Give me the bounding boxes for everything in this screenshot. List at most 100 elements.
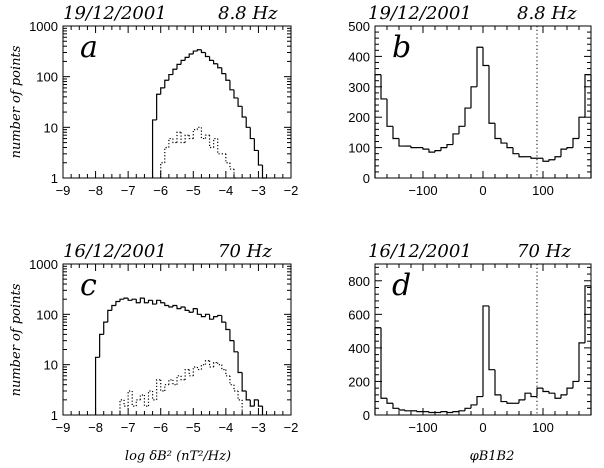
panel-d-bin: [578, 342, 585, 382]
panel-d-bin: [374, 327, 381, 415]
panel-a-xtick-label: −6: [153, 183, 168, 198]
panel-c-bin: [127, 298, 133, 301]
panel-d-bin: [524, 392, 531, 400]
panel-d-bin: [584, 285, 591, 343]
panel-c-xtick-label: −7: [121, 420, 136, 435]
panel-c-bin: [107, 309, 112, 323]
panel-c-xlabel: log δB² (nT²/Hz): [125, 449, 231, 464]
panel-d-bin: [470, 404, 477, 409]
panel-c-bin: [180, 306, 186, 309]
panel-c-xtick-label: −2: [284, 420, 299, 435]
panel-b-bin: [542, 158, 549, 162]
panel-c-dotted-bin: [143, 394, 149, 407]
panel-c-bin: [241, 372, 247, 392]
panel-a-bin: [221, 67, 226, 75]
panel-c-ytick-label: 1: [51, 408, 58, 423]
panel-c-bin: [217, 314, 222, 317]
panel-c-bin: [253, 399, 259, 407]
panel-d-bin: [458, 410, 465, 412]
panel-a-xtick-label: −7: [121, 183, 136, 198]
panel-c-dotted-bin: [127, 390, 133, 407]
panel-d-xtick-label: −100: [408, 420, 437, 435]
panel-a-dotted-bin: [213, 137, 218, 148]
panel-c-bin: [233, 340, 239, 353]
panel-c-dotted-bin: [196, 366, 202, 371]
panel-a-dotted-bin: [229, 162, 234, 170]
panel-b-bin: [434, 150, 441, 153]
panel-a-ytick-label: 10: [44, 120, 58, 135]
panel-a-bin: [184, 56, 190, 61]
panel-c-bin: [196, 308, 202, 315]
panel-a-bin: [208, 56, 214, 61]
panel-c-dotted-bin: [151, 390, 157, 401]
panel-b-bin: [398, 138, 405, 147]
panel-a-title-freq: 8.8 Hz: [218, 3, 278, 24]
panel-a-xtick-label: −5: [186, 183, 201, 198]
panel-b-bin: [506, 143, 513, 149]
panel-d-bin: [506, 401, 513, 404]
panel-c-bin: [257, 399, 263, 407]
panel-b-bin: [380, 74, 387, 100]
panel-d-ytick-label: 400: [348, 341, 370, 356]
panel-a-bin: [164, 79, 169, 88]
panel-c-dotted-bin: [188, 369, 194, 377]
panel-b-bin: [548, 159, 555, 162]
panel-c-bin: [164, 302, 169, 307]
panel-a-label: a: [80, 30, 98, 65]
panel-b-ytick-label: 100: [348, 141, 370, 156]
panel-a-bin: [156, 93, 161, 120]
panel-a-bin: [196, 49, 202, 52]
panel-b-bin: [572, 137, 579, 148]
panel-b-xtick-label: 100: [532, 183, 554, 198]
panel-b-xtick-label: −100: [408, 183, 437, 198]
panel-c-title-freq: 70 Hz: [218, 241, 272, 262]
panel-b-bin: [470, 86, 477, 109]
panel-c-ytick-label: 1000: [29, 257, 58, 272]
panel-c-title-date: 16/12/2001: [63, 241, 167, 262]
panel-c-bin: [111, 304, 116, 311]
panel-a-dotted-bin: [168, 137, 173, 148]
panel-d-ytick-label: 0: [363, 408, 370, 423]
panel-c-dotted-bin: [200, 364, 206, 370]
panel-b-bin: [410, 146, 417, 149]
panel-a-bin: [213, 60, 218, 65]
panel-c-dotted-bin: [164, 384, 169, 391]
panel-c-bin: [94, 356, 100, 415]
panel-a-bin: [257, 150, 263, 166]
panel-c-dotted-bin: [237, 390, 243, 401]
panel-d-bin: [392, 403, 399, 409]
panel-d-bin: [404, 409, 411, 412]
panel-d-bin: [440, 411, 447, 413]
panel-d-bin: [566, 387, 573, 395]
panel-a-ytick-label: 1000: [29, 19, 58, 34]
panel-b-ytick-label: 0: [363, 171, 370, 186]
panel-b-bin: [560, 148, 567, 157]
panel-c-dotted-bin: [229, 375, 234, 386]
panel-d-bin: [464, 407, 471, 411]
panel-b-bin: [518, 153, 525, 158]
panel-a-dotted-bin: [188, 135, 194, 140]
panel-b-bin: [386, 98, 393, 127]
panel-b-bin: [500, 138, 507, 144]
panel-d-bin: [488, 305, 495, 371]
panel-b-label: b: [392, 30, 411, 65]
panel-d-xtick-label: 100: [532, 420, 554, 435]
panel-c-xtick-label: −5: [186, 420, 201, 435]
panel-d-bin: [518, 399, 525, 404]
panel-a-dotted-bin: [164, 146, 169, 163]
panel-b-bin: [452, 133, 459, 145]
panel-c-dotted-bin: [131, 390, 137, 407]
panel-b-bin: [482, 47, 489, 67]
panel-c-bin: [176, 305, 182, 310]
panel-c-ytick-label: 10: [44, 358, 58, 373]
panel-c-bin: [192, 307, 198, 313]
panel-c-bin: [245, 390, 251, 401]
panel-c-dotted-bin: [225, 369, 230, 377]
panel-b-xtick-label: 0: [479, 183, 486, 198]
panel-a-bin: [204, 52, 210, 58]
panel-c-bin: [229, 329, 234, 342]
panel-c-bin: [131, 298, 137, 301]
panel-a-bin: [168, 73, 173, 81]
panel-d-bin: [500, 394, 507, 403]
panel-d-xtick-label: 0: [479, 420, 486, 435]
